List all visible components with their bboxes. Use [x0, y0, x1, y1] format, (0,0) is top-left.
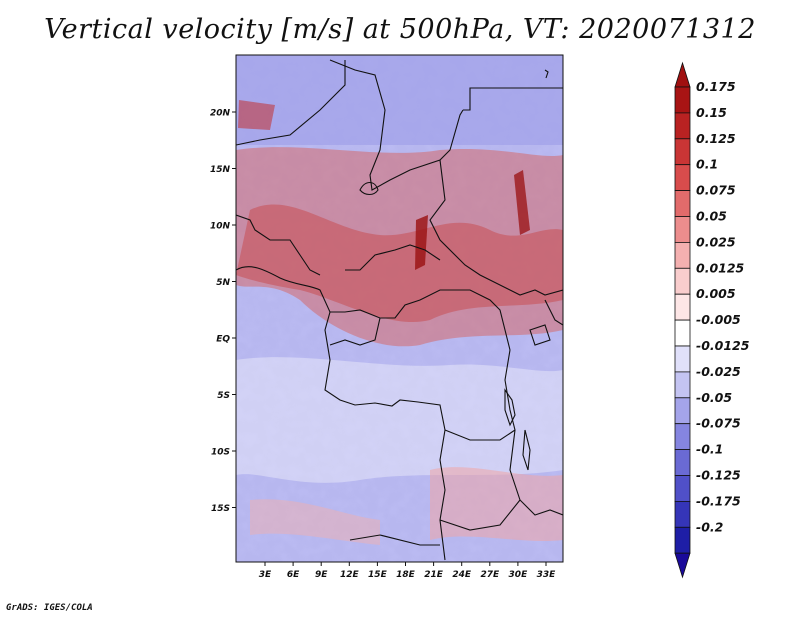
map-frame — [235, 54, 564, 563]
border-north-central — [329, 59, 464, 191]
colorbar-label: 0.175 — [696, 79, 736, 94]
lon-tick-label: 6E — [287, 570, 300, 580]
colorbar-swatch — [674, 397, 691, 425]
field-updraft-streak-2 — [514, 170, 530, 235]
lon-tick-label: 27E — [480, 570, 500, 580]
colorbar-swatch — [674, 449, 691, 476]
border-central-3 — [329, 317, 381, 346]
longitude-labels: 3E 6E 9E 12E 15E 18E 21E 24E 27E 30E 33E — [259, 570, 556, 580]
field-updraft-belt — [236, 147, 563, 347]
axis-ticks — [232, 111, 547, 566]
border-central-1 — [345, 244, 441, 271]
lake-tanganyika — [504, 388, 516, 427]
map-title: Vertical velocity [m/s] at 500hPa, VT: 2… — [44, 14, 756, 45]
colorbar-swatch — [674, 345, 691, 373]
border-central-2 — [330, 289, 511, 351]
field-southwest-updraft — [250, 499, 380, 545]
colorbar-swatch — [674, 500, 691, 528]
lake-malawi — [522, 429, 531, 471]
velocity-field — [236, 55, 563, 562]
lon-tick-label: 9E — [315, 570, 328, 580]
colorbar-swatch — [674, 475, 691, 502]
lon-tick-label: 15E — [368, 570, 388, 580]
colorbar-label: 0.075 — [696, 183, 736, 198]
lat-tick-label: 15S — [211, 504, 230, 514]
field-south-band — [236, 357, 563, 483]
field-south-updraft — [430, 467, 563, 542]
border-north-west — [236, 60, 346, 146]
colorbar-label: 0.0125 — [696, 260, 745, 275]
lake-chad — [359, 181, 379, 196]
lat-tick-label: 10N — [210, 222, 231, 232]
lat-tick-label: 15N — [210, 165, 231, 175]
border-west-africa — [236, 214, 321, 276]
colorbar-label: 0.15 — [696, 105, 727, 120]
border-east-central — [429, 159, 563, 296]
border-east-2 — [544, 299, 563, 326]
credit-label: GrADS: IGES/COLA — [6, 603, 93, 613]
colorbar-swatch — [674, 138, 691, 166]
coastline-west — [236, 266, 446, 561]
lat-tick-label: 10S — [211, 448, 230, 458]
colorbar-swatch — [674, 267, 691, 295]
lat-tick-label: 5S — [217, 391, 230, 401]
colorbar-swatch — [674, 164, 691, 191]
colorbar-label: 0.125 — [696, 131, 736, 146]
border-ne-mark — [544, 69, 549, 79]
colorbar: 0.175 0.15 0.125 0.1 0.075 0.05 0.025 0.0125 0.0… — [674, 61, 750, 579]
border-east-lakes — [504, 349, 563, 516]
colorbar-swatch — [674, 526, 691, 554]
colorbar-label: -0.2 — [696, 519, 723, 534]
colorbar-label: -0.05 — [696, 390, 732, 405]
border-northeast — [463, 87, 563, 111]
lat-tick-label: 20N — [210, 109, 231, 119]
lon-tick-label: 21E — [424, 570, 444, 580]
lon-tick-label: 3E — [259, 570, 272, 580]
lon-tick-label: 33E — [537, 570, 557, 580]
colorbar-label: -0.005 — [696, 312, 741, 327]
colorbar-label: -0.0125 — [696, 338, 750, 353]
colorbar-swatch — [674, 190, 691, 217]
colorbar-label: 0.025 — [696, 234, 736, 249]
lon-tick-label: 30E — [509, 570, 529, 580]
border-south-2 — [349, 534, 440, 546]
lat-tick-label: EQ — [216, 335, 230, 345]
country-borders — [236, 59, 563, 561]
colorbar-label: -0.1 — [696, 442, 723, 457]
colorbar-swatch — [674, 319, 691, 347]
colorbar-swatch — [674, 216, 691, 243]
lon-tick-label: 24E — [452, 570, 472, 580]
field-updraft-core — [236, 204, 563, 323]
colorbar-label: -0.125 — [696, 468, 741, 483]
colorbar-swatch — [674, 423, 691, 451]
field-updraft-streak-1 — [415, 215, 428, 270]
colorbar-swatch — [674, 112, 691, 140]
colorbar-label: 0.005 — [696, 286, 736, 301]
colorbar-bottom-arrow — [674, 552, 691, 579]
colorbar-swatch — [674, 371, 691, 399]
colorbar-swatch — [674, 241, 691, 269]
border-south-1 — [439, 499, 521, 531]
colorbar-label: 0.1 — [696, 157, 718, 172]
lon-tick-label: 18E — [396, 570, 416, 580]
colorbar-label: 0.05 — [696, 209, 727, 224]
colorbar-swatch — [674, 86, 691, 114]
colorbar-label: -0.025 — [696, 364, 741, 379]
lat-tick-label: 5N — [216, 278, 230, 288]
lake-victoria — [529, 324, 551, 346]
colorbar-label: -0.175 — [696, 493, 741, 508]
lon-tick-label: 12E — [340, 570, 360, 580]
border-south-central — [444, 429, 516, 441]
field-north-band — [236, 55, 563, 145]
colorbar-top-arrow — [674, 61, 691, 88]
latitude-labels: 20N 15N 10N 5N EQ 5S 10S 15S — [210, 109, 231, 515]
colorbar-label: -0.075 — [696, 416, 741, 431]
field-updraft-patch — [238, 100, 275, 130]
colorbar-swatch — [674, 293, 691, 321]
